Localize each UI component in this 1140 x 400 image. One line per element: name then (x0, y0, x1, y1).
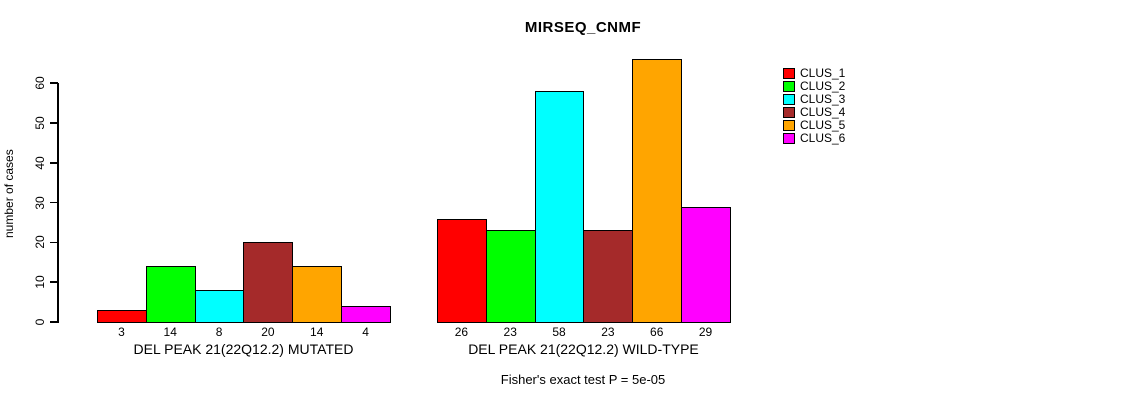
bar-clus-1-mutated (97, 310, 147, 323)
y-tick-label: 30 (33, 195, 47, 210)
y-tick-mark (50, 82, 58, 84)
bar-clus-4-wild-type (583, 230, 634, 323)
y-tick-mark (50, 201, 58, 204)
legend-swatch (783, 120, 795, 131)
bar-value-label: 26 (454, 325, 469, 339)
bar-value-label: 29 (698, 325, 713, 339)
bar-value-label: 58 (552, 325, 566, 339)
bar-clus-2-wild-type (485, 230, 536, 323)
legend-label: CLUS_2 (800, 79, 846, 93)
bar-clus-3-wild-type (534, 91, 585, 323)
legend-swatch (783, 133, 795, 144)
y-axis-label: number of cases (2, 149, 16, 239)
bar-clus-5-wild-type (632, 59, 683, 323)
bar-value-label: 8 (215, 325, 223, 339)
legend-entry-clus-6: CLUS_6 (783, 132, 845, 145)
y-tick-label: 0 (33, 318, 47, 326)
bar-value-label: 20 (261, 325, 275, 339)
bar-clus-1-wild-type (437, 218, 487, 323)
chart-title: MIRSEQ_CNMF (524, 19, 642, 36)
legend-entry-clus-2: CLUS_2 (783, 80, 845, 93)
legend-entry-clus-1: CLUS_1 (783, 67, 845, 80)
bar-value-label: 23 (503, 325, 517, 339)
bar-clus-4-mutated (243, 242, 294, 323)
y-tick-mark (50, 241, 58, 244)
y-tick-label: 50 (33, 116, 47, 130)
bar-value-label: 66 (650, 325, 664, 339)
legend-entry-clus-5: CLUS_5 (783, 119, 845, 132)
bar-clus-6-mutated (341, 306, 391, 323)
y-tick-mark (50, 321, 58, 323)
legend: CLUS_1 CLUS_2 CLUS_3 CLUS_4 CLUS_5 CLUS_6 (783, 67, 845, 145)
bar-value-label: 14 (163, 325, 177, 339)
bar-value-label: 3 (118, 325, 125, 339)
y-tick-label: 40 (33, 156, 47, 170)
y-tick-mark (50, 122, 58, 124)
legend-label: CLUS_1 (800, 66, 846, 80)
y-tick-mark (50, 162, 58, 164)
annotation-text: Fisher's exact test P = 5e-05 (500, 372, 666, 387)
x-axis-group-label-mutated: DEL PEAK 21(22Q12.2) MUTATED (133, 341, 354, 357)
bar-value-label: 23 (601, 325, 615, 339)
y-tick-mark (50, 281, 58, 283)
y-tick-label: 10 (33, 275, 47, 289)
bar-clus-2-mutated (145, 266, 196, 323)
legend-swatch (783, 81, 795, 92)
y-axis-line (57, 83, 59, 323)
x-axis-group-label-wild-type: DEL PEAK 21(22Q12.2) WILD-TYPE (468, 341, 699, 357)
bar-clus-3-mutated (194, 290, 245, 323)
bar-value-label: 4 (362, 325, 369, 339)
y-tick-label: 60 (33, 76, 47, 90)
legend-label: CLUS_5 (800, 118, 846, 132)
legend-swatch (783, 68, 795, 79)
legend-label: CLUS_6 (800, 131, 846, 145)
bar-value-label: 14 (310, 325, 324, 339)
legend-entry-clus-3: CLUS_3 (783, 93, 845, 106)
bar-clus-5-mutated (292, 266, 343, 323)
legend-label: CLUS_3 (800, 92, 846, 106)
legend-entry-clus-4: CLUS_4 (783, 106, 845, 119)
y-tick-label: 20 (33, 235, 47, 250)
bar-clus-6-wild-type (681, 206, 731, 323)
legend-label: CLUS_4 (800, 105, 846, 119)
legend-swatch (783, 94, 795, 105)
legend-swatch (783, 107, 795, 118)
